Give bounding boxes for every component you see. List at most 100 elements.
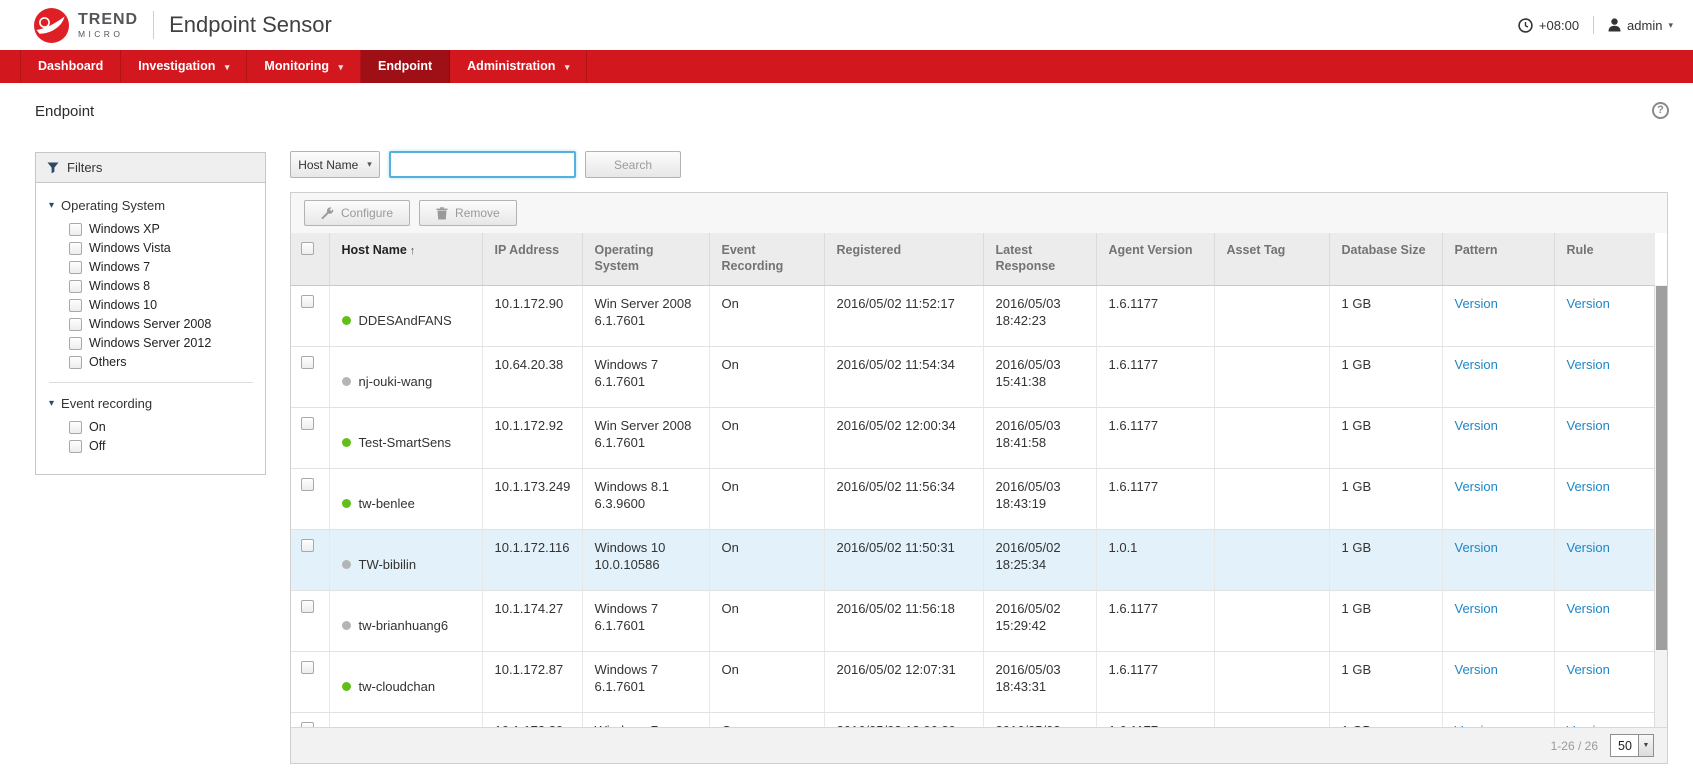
cell-ip-address: 10.1.174.27 bbox=[482, 590, 582, 651]
page-title: Endpoint bbox=[35, 103, 94, 120]
table-row[interactable]: Test-SmartSens 10.1.172.92 Win Server 20… bbox=[291, 407, 1655, 468]
filter-option[interactable]: Windows Server 2008 bbox=[69, 317, 253, 331]
rule-version-link[interactable]: Version bbox=[1567, 296, 1610, 311]
nav-tab[interactable]: Administration ▾ bbox=[450, 50, 587, 83]
table-row[interactable]: tw-brianhuang6 10.1.174.27 Windows 7 6.1… bbox=[291, 590, 1655, 651]
table-row[interactable]: tw-cloudchan 10.1.172.87 Windows 7 6.1.7… bbox=[291, 651, 1655, 712]
row-checkbox[interactable] bbox=[301, 356, 314, 369]
row-checkbox[interactable] bbox=[301, 478, 314, 491]
pattern-version-link[interactable]: Version bbox=[1455, 601, 1498, 616]
column-header-registered[interactable]: Registered bbox=[824, 233, 983, 285]
nav-tab-label: Investigation bbox=[138, 59, 215, 73]
user-menu[interactable]: admin ▾ bbox=[1608, 18, 1673, 33]
user-icon bbox=[1608, 18, 1621, 32]
pattern-version-link[interactable]: Version bbox=[1455, 418, 1498, 433]
filter-checkbox[interactable] bbox=[69, 261, 82, 274]
status-icon bbox=[342, 316, 351, 325]
page-size-select[interactable]: 50 ▼ bbox=[1610, 734, 1654, 757]
host-name: tw-brianhuang6 bbox=[359, 617, 449, 634]
scrollbar-thumb[interactable] bbox=[1656, 286, 1667, 650]
status-icon bbox=[342, 438, 351, 447]
filter-checkbox[interactable] bbox=[69, 242, 82, 255]
table-row[interactable]: DDESAndFANS 10.1.172.90 Win Server 2008 … bbox=[291, 285, 1655, 346]
pattern-version-link[interactable]: Version bbox=[1455, 296, 1498, 311]
nav-tab[interactable]: Monitoring ▾ bbox=[247, 50, 361, 83]
filter-section-label: Operating System bbox=[61, 198, 165, 213]
vertical-scrollbar[interactable] bbox=[1654, 285, 1667, 727]
rule-version-link[interactable]: Version bbox=[1567, 479, 1610, 494]
column-header-ip-address[interactable]: IP Address bbox=[482, 233, 582, 285]
table-row[interactable]: TW-bibilin 10.1.172.116 Windows 10 10.0.… bbox=[291, 529, 1655, 590]
cell-event-recording: On bbox=[709, 651, 824, 712]
row-checkbox[interactable] bbox=[301, 661, 314, 674]
filter-checkbox[interactable] bbox=[69, 337, 82, 350]
cell-latest-response: 2016/05/03 15:41:38 bbox=[983, 346, 1096, 407]
filter-section-event-recording[interactable]: ▾ Event recording bbox=[49, 396, 253, 411]
filter-checkbox[interactable] bbox=[69, 318, 82, 331]
filter-checkbox[interactable] bbox=[69, 280, 82, 293]
filter-checkbox[interactable] bbox=[69, 356, 82, 369]
rule-version-link[interactable]: Version bbox=[1567, 357, 1610, 372]
pattern-version-link[interactable]: Version bbox=[1455, 357, 1498, 372]
column-header-event-recording[interactable]: Event Recording bbox=[709, 233, 824, 285]
rule-version-link[interactable]: Version bbox=[1567, 418, 1610, 433]
pattern-version-link[interactable]: Version bbox=[1455, 479, 1498, 494]
pattern-version-link[interactable]: Version bbox=[1455, 540, 1498, 555]
search-category-dropdown[interactable]: Host Name ▾ bbox=[290, 151, 380, 178]
table-row[interactable]: tw-colbychang3 10.1.172.39 Windows 7 6.1… bbox=[291, 712, 1655, 727]
help-icon[interactable]: ? bbox=[1652, 102, 1669, 119]
rule-version-link[interactable]: Version bbox=[1567, 662, 1610, 677]
row-checkbox[interactable] bbox=[301, 417, 314, 430]
column-header-rule[interactable]: Rule bbox=[1554, 233, 1655, 285]
filter-section-operating-system[interactable]: ▾ Operating System bbox=[49, 198, 253, 213]
product-title: Endpoint Sensor bbox=[169, 12, 332, 38]
cell-registered: 2016/05/02 11:50:31 bbox=[824, 529, 983, 590]
filter-option[interactable]: Off bbox=[69, 439, 253, 453]
cell-operating-system: Windows 7 6.1.7601 bbox=[582, 590, 709, 651]
column-header-database-size[interactable]: Database Size bbox=[1329, 233, 1442, 285]
filter-checkbox[interactable] bbox=[69, 440, 82, 453]
rule-version-link[interactable]: Version bbox=[1567, 601, 1610, 616]
filter-option[interactable]: Windows 7 bbox=[69, 260, 253, 274]
row-checkbox[interactable] bbox=[301, 539, 314, 552]
nav-tab[interactable]: Dashboard ▾ bbox=[20, 50, 121, 83]
filter-option[interactable]: Others bbox=[69, 355, 253, 369]
column-header-latest-response[interactable]: Latest Response bbox=[983, 233, 1096, 285]
select-all-checkbox[interactable] bbox=[301, 242, 314, 255]
timezone-value: +08:00 bbox=[1539, 18, 1579, 33]
timezone-indicator: +08:00 bbox=[1518, 18, 1579, 33]
column-header-operating-system[interactable]: Operating System bbox=[582, 233, 709, 285]
pattern-version-link[interactable]: Version bbox=[1455, 662, 1498, 677]
row-checkbox[interactable] bbox=[301, 295, 314, 308]
search-input[interactable] bbox=[389, 151, 576, 178]
filter-option[interactable]: Windows XP bbox=[69, 222, 253, 236]
filter-checkbox[interactable] bbox=[69, 299, 82, 312]
filter-option[interactable]: Windows Server 2012 bbox=[69, 336, 253, 350]
nav-tab[interactable]: Endpoint ▾ bbox=[361, 50, 450, 83]
nav-tab[interactable]: Investigation ▾ bbox=[121, 50, 247, 83]
filter-checkbox[interactable] bbox=[69, 223, 82, 236]
filter-option-label: Windows 8 bbox=[89, 279, 150, 293]
row-checkbox[interactable] bbox=[301, 600, 314, 613]
search-button[interactable]: Search bbox=[585, 151, 681, 178]
filter-option-label: Windows XP bbox=[89, 222, 160, 236]
configure-button[interactable]: Configure bbox=[304, 200, 410, 226]
filter-option[interactable]: Windows Vista bbox=[69, 241, 253, 255]
cell-database-size: 1 GB bbox=[1329, 468, 1442, 529]
column-header-pattern[interactable]: Pattern bbox=[1442, 233, 1554, 285]
section-collapse-icon: ▾ bbox=[49, 398, 54, 409]
column-header-asset-tag[interactable]: Asset Tag bbox=[1214, 233, 1329, 285]
filter-option[interactable]: Windows 8 bbox=[69, 279, 253, 293]
filter-checkbox[interactable] bbox=[69, 421, 82, 434]
column-header-agent-version[interactable]: Agent Version bbox=[1096, 233, 1214, 285]
rule-version-link[interactable]: Version bbox=[1567, 540, 1610, 555]
filter-option[interactable]: Windows 10 bbox=[69, 298, 253, 312]
filter-option[interactable]: On bbox=[69, 420, 253, 434]
nav-tab-label: Administration bbox=[467, 59, 555, 73]
user-name: admin bbox=[1627, 18, 1662, 33]
remove-button[interactable]: Remove bbox=[419, 200, 517, 226]
cell-ip-address: 10.1.172.92 bbox=[482, 407, 582, 468]
table-row[interactable]: tw-benlee 10.1.173.249 Windows 8.1 6.3.9… bbox=[291, 468, 1655, 529]
column-header-host-name[interactable]: Host Name↑ bbox=[329, 233, 482, 285]
table-row[interactable]: nj-ouki-wang 10.64.20.38 Windows 7 6.1.7… bbox=[291, 346, 1655, 407]
